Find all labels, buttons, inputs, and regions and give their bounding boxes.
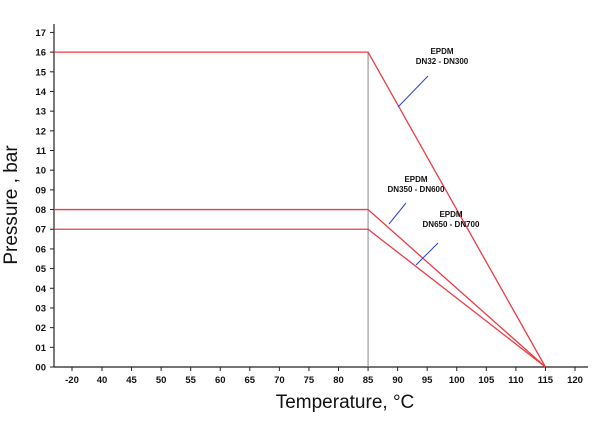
x-tick-label: 55 (185, 375, 196, 386)
y-tick-label: 01 (35, 343, 46, 354)
x-tick-label: 70 (274, 375, 285, 386)
y-tick-label: 04 (35, 284, 46, 295)
y-tick-label: 12 (35, 126, 46, 137)
annotation-leader (388, 202, 407, 225)
annotation-leader (397, 75, 429, 108)
y-tick-label: 14 (35, 87, 46, 98)
x-tick-label: 120 (567, 375, 583, 386)
annotation-title: EPDM (404, 175, 427, 184)
x-tick-label: 105 (478, 375, 495, 386)
annotation-title: EPDM (439, 210, 462, 219)
y-tick-label: 11 (36, 146, 47, 157)
y-tick-label: 05 (35, 264, 46, 275)
y-tick-label: 03 (35, 303, 46, 314)
y-tick-label: 15 (35, 67, 46, 78)
y-tick-label: 16 (35, 48, 46, 59)
x-tick-label: 65 (245, 375, 256, 386)
y-tick-label: 07 (35, 225, 46, 236)
x-tick-label: 95 (422, 375, 433, 386)
x-tick-label: 90 (392, 375, 403, 386)
x-tick-label: 110 (508, 375, 523, 386)
annotation-leader (415, 242, 439, 266)
y-tick-label: 08 (35, 205, 46, 216)
y-tick-label: 13 (35, 107, 46, 118)
y-axis-title: Pressure , bar (1, 145, 22, 265)
x-tick-label: 40 (97, 375, 108, 386)
y-tick-label: 10 (35, 166, 46, 177)
series-line-1 (54, 51, 547, 368)
x-tick-label: 50 (156, 375, 167, 386)
x-axis-title: Temperature, °C (276, 392, 415, 413)
series-line-2 (54, 208, 546, 368)
y-tick-label: 17 (35, 28, 46, 39)
annotation-range: DN650 - DN700 (423, 220, 480, 229)
x-tick-label: 75 (304, 375, 315, 386)
x-tick-label: 45 (126, 375, 137, 386)
y-tick-label: 02 (35, 323, 46, 334)
annotation-title: EPDM (430, 47, 453, 56)
annotation-range: DN350 - DN600 (388, 185, 445, 194)
x-tick-label: 115 (538, 375, 554, 386)
y-tick-label: 06 (35, 244, 46, 255)
y-tick-label: 09 (35, 185, 46, 196)
annotation-range: DN32 - DN300 (416, 57, 469, 66)
x-tick-label: -20 (65, 375, 79, 386)
x-tick-label: 85 (363, 375, 374, 386)
x-tick-label: 100 (449, 375, 465, 386)
y-tick-label: 00 (35, 363, 46, 374)
x-tick-label: 80 (333, 375, 344, 386)
x-tick-label: 60 (215, 375, 226, 386)
series-line-3 (54, 228, 546, 368)
